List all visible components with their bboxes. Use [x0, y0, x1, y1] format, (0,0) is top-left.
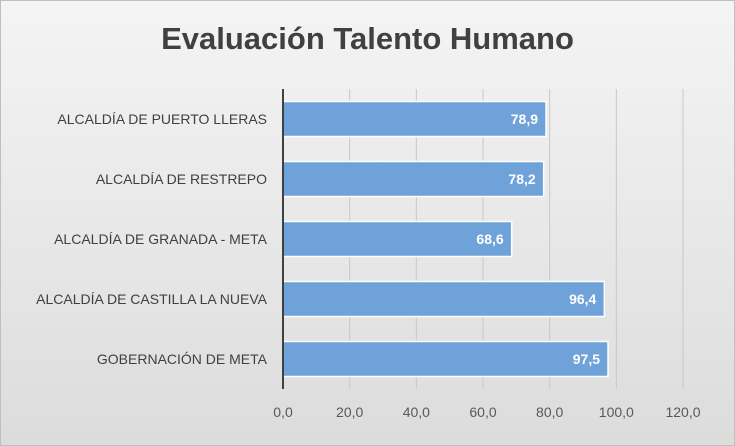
- data-label: 96,4: [569, 291, 596, 307]
- category-label: GOBERNACIÓN DE META: [97, 351, 268, 367]
- category-label: ALCALDÍA DE CASTILLA LA NUEVA: [36, 291, 268, 307]
- category-label: ALCALDÍA DE PUERTO LLERAS: [57, 111, 267, 127]
- x-tick-label: 20,0: [336, 404, 363, 420]
- bar: [282, 220, 513, 258]
- bar: [282, 340, 609, 378]
- x-tick-label: 120,0: [665, 404, 700, 420]
- bar: [282, 160, 545, 198]
- category-label: ALCALDÍA DE GRANADA - META: [54, 231, 268, 247]
- x-tick-label: 80,0: [536, 404, 563, 420]
- data-label: 97,5: [573, 351, 600, 367]
- data-label: 78,2: [508, 171, 535, 187]
- category-label: ALCALDÍA DE RESTREPO: [96, 171, 267, 187]
- chart-title: Evaluación Talento Humano: [161, 21, 574, 56]
- x-tick-label: 40,0: [403, 404, 430, 420]
- data-label: 68,6: [476, 231, 503, 247]
- bar: [282, 280, 606, 318]
- x-tick-label: 0,0: [273, 404, 293, 420]
- bar: [282, 100, 547, 138]
- data-label: 78,9: [511, 111, 538, 127]
- x-tick-label: 100,0: [599, 404, 634, 420]
- x-tick-label: 60,0: [469, 404, 496, 420]
